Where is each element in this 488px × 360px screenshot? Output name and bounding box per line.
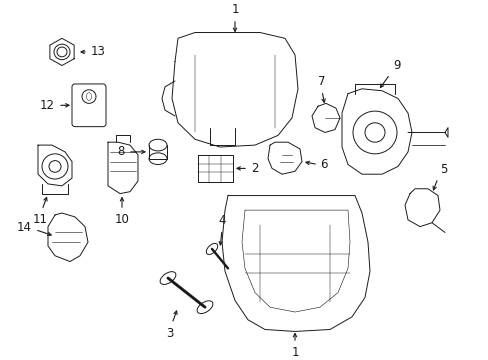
Text: 1: 1 (291, 346, 298, 359)
Text: 9: 9 (392, 59, 400, 72)
Text: 8: 8 (118, 145, 125, 158)
Text: 3: 3 (166, 327, 173, 339)
Text: 13: 13 (91, 45, 106, 58)
Text: 5: 5 (439, 163, 447, 176)
Text: 2: 2 (250, 162, 258, 175)
Text: 1: 1 (231, 3, 238, 16)
Text: 4: 4 (218, 213, 225, 226)
Text: 14: 14 (17, 221, 32, 234)
Text: 10: 10 (114, 213, 129, 226)
Text: 6: 6 (319, 158, 327, 171)
Text: 12: 12 (40, 99, 55, 112)
Text: 7: 7 (318, 75, 325, 88)
Text: 11: 11 (32, 213, 47, 226)
